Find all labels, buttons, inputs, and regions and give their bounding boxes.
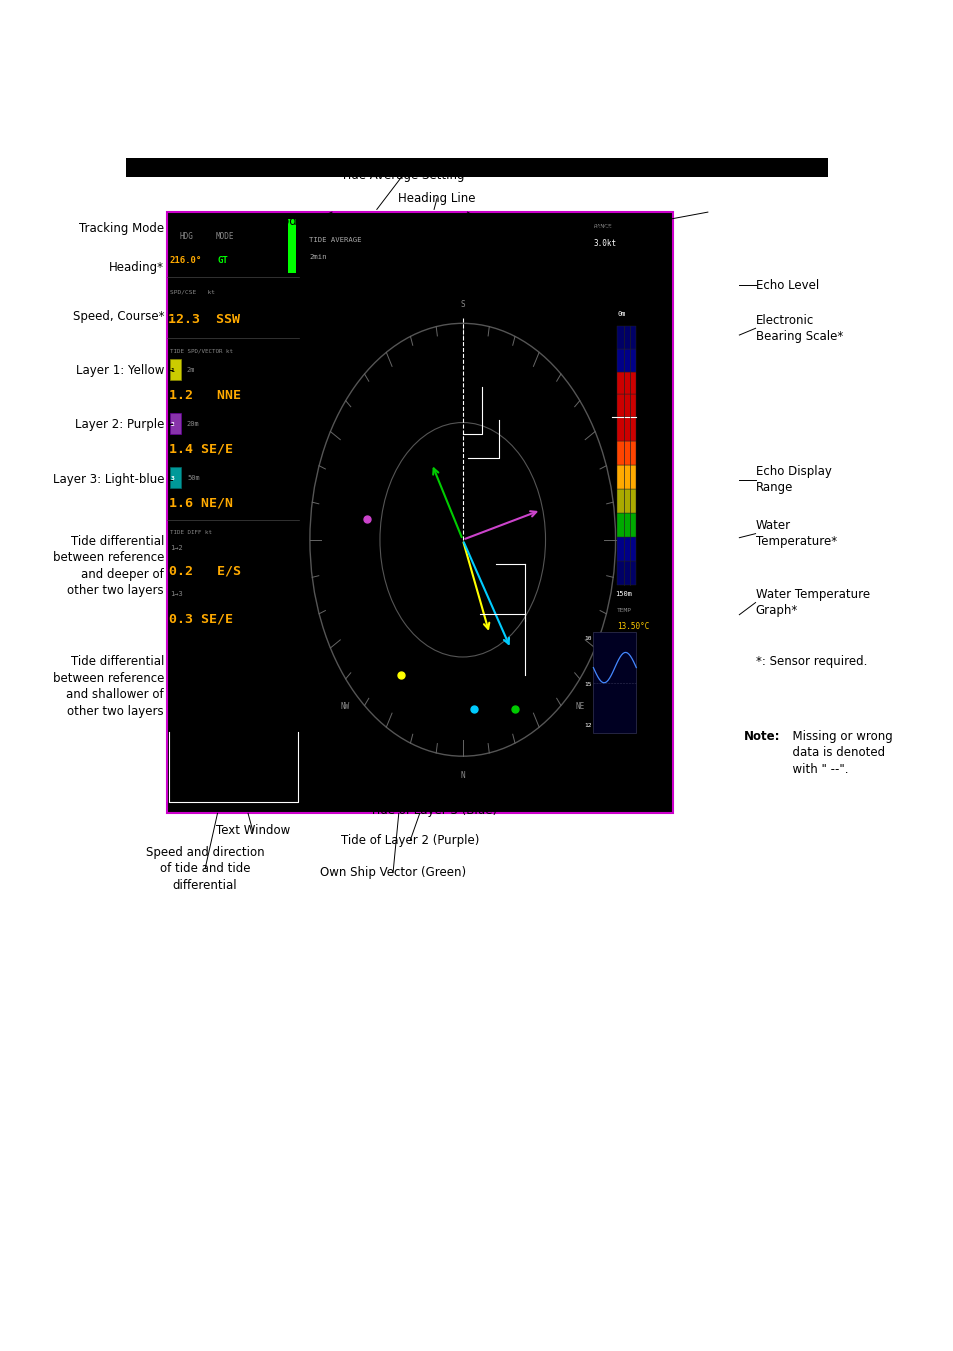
Bar	[617, 536, 636, 561]
Text: SPD/CSE   kt: SPD/CSE kt	[170, 289, 214, 295]
Bar	[617, 327, 636, 349]
Text: 0.3 SE/E: 0.3 SE/E	[169, 613, 233, 626]
Bar	[170, 467, 181, 488]
Text: 10: 10	[583, 636, 591, 642]
Bar	[126, 158, 827, 177]
Text: Water Temperature
Graph*: Water Temperature Graph*	[755, 588, 869, 617]
Text: Heading*: Heading*	[109, 261, 164, 274]
Bar	[170, 413, 181, 434]
Text: TIDE AVERAGE: TIDE AVERAGE	[309, 236, 361, 243]
Text: Note:: Note:	[743, 730, 780, 743]
Text: TIDE DIFF kt: TIDE DIFF kt	[170, 530, 212, 535]
Text: 2min: 2min	[309, 254, 326, 261]
Text: 1.6 NE/N: 1.6 NE/N	[169, 497, 233, 509]
Text: Tide of Layer 2 (Purple): Tide of Layer 2 (Purple)	[340, 834, 479, 847]
Text: NE: NE	[575, 701, 584, 711]
Bar	[288, 219, 295, 273]
Text: RANGE: RANGE	[593, 224, 612, 230]
Text: Text Window: Text Window	[215, 824, 290, 838]
Text: 3: 3	[171, 476, 174, 481]
Bar	[617, 513, 636, 536]
Text: 15: 15	[583, 682, 591, 686]
Text: Electronic
Bearing Scale*: Electronic Bearing Scale*	[755, 313, 841, 343]
Text: 13.50°C: 13.50°C	[617, 623, 649, 631]
Text: 216.0°: 216.0°	[170, 257, 202, 265]
Bar	[170, 359, 181, 380]
Bar	[593, 632, 636, 734]
Bar	[617, 561, 636, 585]
Text: HDG: HDG	[179, 232, 193, 240]
Text: 1: 1	[171, 367, 174, 373]
Text: Speed, Course*: Speed, Course*	[72, 309, 164, 323]
Text: Layer 2: Purple: Layer 2: Purple	[74, 417, 164, 431]
Text: Speed and direction
of tide and tide
differential: Speed and direction of tide and tide dif…	[146, 846, 264, 892]
Text: Tide Speed Range: Tide Speed Range	[559, 223, 666, 236]
Text: GT: GT	[217, 257, 228, 265]
Text: 12.3  SSW: 12.3 SSW	[168, 313, 239, 326]
Text: Own Ship Vector (Green): Own Ship Vector (Green)	[319, 866, 466, 880]
Text: 0m: 0m	[617, 311, 625, 316]
Text: TIDE SPD/VECTOR kt: TIDE SPD/VECTOR kt	[170, 349, 233, 354]
Bar	[617, 465, 636, 489]
Text: 1→3: 1→3	[170, 590, 182, 597]
Bar	[617, 394, 636, 417]
Text: E: E	[626, 535, 631, 544]
Text: 0.2   E/S: 0.2 E/S	[169, 565, 240, 577]
Text: 12: 12	[583, 723, 591, 728]
Text: N: N	[460, 770, 464, 780]
Text: Tide of Layer 1 (Yellow): Tide of Layer 1 (Yellow)	[416, 215, 553, 228]
Text: 20m: 20m	[187, 420, 199, 427]
Text: 3.0kt: 3.0kt	[593, 239, 616, 247]
Text: 1.4 SE/E: 1.4 SE/E	[169, 443, 233, 455]
Bar	[617, 489, 636, 513]
Text: Layer 3: Light-blue: Layer 3: Light-blue	[52, 473, 164, 486]
Text: Layer 1: Yellow: Layer 1: Yellow	[75, 363, 164, 377]
Text: Heading Line: Heading Line	[397, 192, 476, 205]
Text: 50m: 50m	[187, 474, 199, 481]
Text: MODE: MODE	[215, 232, 233, 240]
Text: Tide differential
between reference
and shallower of
other two layers: Tide differential between reference and …	[52, 655, 164, 717]
Text: Tracking Mode: Tracking Mode	[79, 222, 164, 235]
Text: Tide of Layer 3 (Blue): Tide of Layer 3 (Blue)	[369, 804, 497, 817]
Text: 2: 2	[171, 422, 174, 427]
Text: Echo Level: Echo Level	[755, 278, 818, 292]
Text: *: Sensor required.: *: Sensor required.	[755, 655, 866, 669]
Bar	[167, 212, 672, 813]
Text: Missing or wrong
  data is denoted
  with " --".: Missing or wrong data is denoted with " …	[784, 730, 892, 775]
Text: Water
Temperature*: Water Temperature*	[755, 519, 836, 549]
Bar	[617, 349, 636, 372]
Text: TEMP: TEMP	[617, 608, 632, 613]
Text: Tide differential
between reference
and deeper of
other two layers: Tide differential between reference and …	[52, 535, 164, 597]
Bar	[617, 417, 636, 440]
Text: Mode Marker: Mode Marker	[272, 215, 348, 228]
Text: 1.2   NNE: 1.2 NNE	[169, 389, 240, 401]
Text: 150m: 150m	[615, 590, 632, 597]
Bar	[617, 440, 636, 465]
Text: 1→2: 1→2	[170, 544, 182, 551]
Bar	[617, 372, 636, 394]
Text: NW: NW	[340, 701, 350, 711]
Text: 2m: 2m	[187, 366, 195, 373]
Text: S: S	[460, 300, 464, 309]
Text: Tide Average Setting: Tide Average Setting	[340, 169, 464, 182]
Text: Echo Display
Range: Echo Display Range	[755, 465, 831, 494]
